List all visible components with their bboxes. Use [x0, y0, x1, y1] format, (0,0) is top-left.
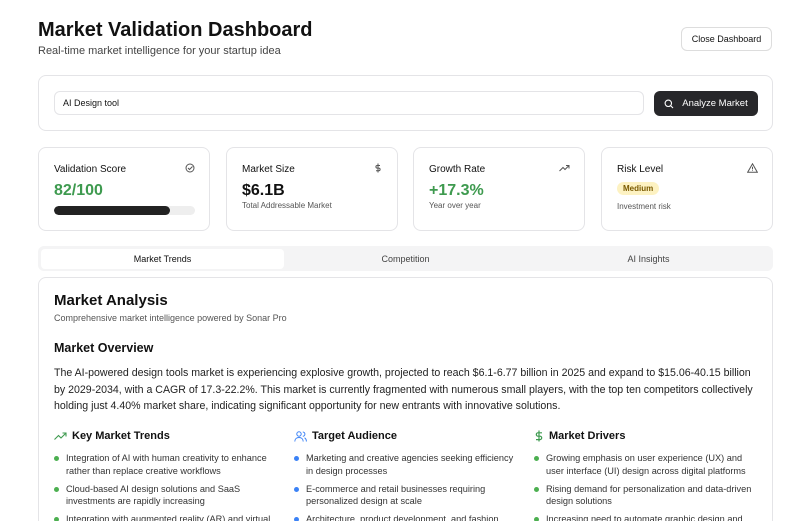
column-heading: Target Audience — [312, 430, 397, 442]
bullet-list: Growing emphasis on user experience (UX)… — [534, 452, 759, 521]
stat-card: Growth Rate +17.3% Year over year — [413, 147, 585, 231]
score-bar — [54, 206, 170, 215]
bullet: Marketing and creative agencies seeking … — [294, 452, 519, 477]
stat-note: Year over year — [429, 201, 481, 210]
stat-card: Risk Level Medium Investment risk — [601, 147, 773, 231]
stat-note: Investment risk — [617, 202, 671, 211]
risk-badge: Medium — [617, 182, 660, 195]
overview-text: The AI-powered design tools market is ex… — [54, 367, 753, 413]
column: Market Drivers Growing emphasis on user … — [534, 430, 759, 521]
analysis-card: Market Analysis Comprehensive market int… — [38, 277, 773, 521]
tab-bar: Market Trends Competition AI Insights — [38, 246, 773, 271]
dollar-icon — [535, 430, 543, 442]
bullet: Cloud-based AI design solutions and SaaS… — [54, 483, 279, 508]
stat-card: Market Size $6.1B Total Addressable Mark… — [226, 147, 398, 231]
stat-note: Total Addressable Market — [242, 201, 332, 210]
stat-value: +17.3% — [429, 182, 484, 199]
alert-icon — [747, 163, 758, 173]
analysis-subtitle: Comprehensive market intelligence powere… — [54, 313, 287, 323]
tab[interactable]: Market Trends — [41, 249, 284, 269]
users-icon — [294, 430, 307, 442]
check-icon — [185, 163, 195, 173]
bullet: Architecture, product development, and f… — [294, 513, 519, 521]
search-input[interactable]: AI Design tool — [54, 91, 644, 115]
page-subtitle: Real-time market intelligence for your s… — [38, 45, 281, 57]
score-track — [54, 206, 195, 215]
column-heading: Market Drivers — [549, 430, 626, 442]
trend-icon — [54, 432, 67, 440]
bullet-list: Marketing and creative agencies seeking … — [294, 452, 519, 521]
bullet: Rising demand for personalization and da… — [534, 483, 759, 508]
bullet: E-commerce and retail businesses requiri… — [294, 483, 519, 508]
bullet: Increasing need to automate graphic desi… — [534, 513, 759, 521]
analyze-label: Analyze Market — [682, 98, 748, 109]
analysis-title: Market Analysis — [54, 292, 168, 309]
stat-label: Risk Level — [617, 164, 664, 175]
search-card: AI Design tool Analyze Market — [38, 75, 773, 131]
bullet: Integration with augmented reality (AR) … — [54, 513, 279, 521]
stat-value: 82/100 — [54, 182, 103, 199]
column-heading: Key Market Trends — [72, 430, 170, 442]
stat-card: Validation Score 82/100 — [38, 147, 210, 231]
bullet-list: Integration of AI with human creativity … — [54, 452, 279, 521]
stat-label: Growth Rate — [429, 164, 486, 175]
page-title: Market Validation Dashboard — [38, 19, 313, 41]
stat-value: $6.1B — [242, 182, 285, 199]
column: Key Market Trends Integration of AI with… — [54, 430, 279, 521]
dollar-icon — [375, 163, 381, 173]
analyze-button[interactable]: Analyze Market — [654, 91, 758, 116]
trend-icon — [559, 165, 570, 172]
search-icon — [664, 99, 674, 108]
overview-heading: Market Overview — [54, 341, 154, 355]
close-button[interactable]: Close Dashboard — [681, 27, 772, 51]
tab[interactable]: AI Insights — [627, 254, 670, 264]
stat-label: Market Size — [242, 164, 295, 175]
stat-label: Validation Score — [54, 164, 127, 175]
bullet: Integration of AI with human creativity … — [54, 452, 279, 477]
column: Target Audience Marketing and creative a… — [294, 430, 519, 521]
tab[interactable]: Competition — [381, 254, 430, 264]
bullet: Growing emphasis on user experience (UX)… — [534, 452, 759, 477]
